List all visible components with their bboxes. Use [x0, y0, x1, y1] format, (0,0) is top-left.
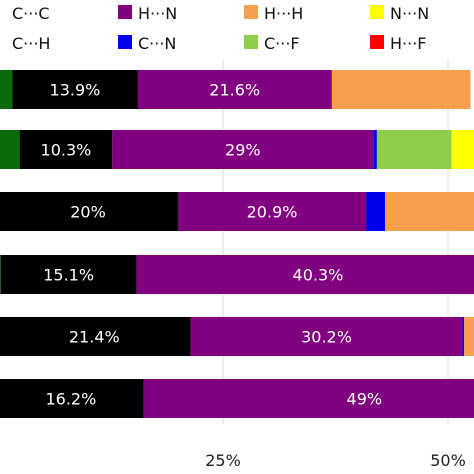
bar-value-label: 15.1%: [43, 266, 94, 285]
bars-group: [0, 70, 474, 418]
legend-item: H···N: [118, 4, 177, 23]
legend-item: H···H: [244, 4, 303, 23]
bar-value-label: 29%: [225, 141, 261, 160]
bar-segment: [137, 70, 332, 109]
bar-value-label: 13.9%: [50, 81, 101, 100]
x-axis-ticks: 25% 50%: [205, 451, 466, 470]
bar-value-label: 10.3%: [41, 141, 92, 160]
bar-value-label: 40.3%: [293, 266, 344, 285]
legend-swatch: [244, 35, 258, 49]
bar-value-label: 21.4%: [69, 328, 120, 347]
legend-item: C···H: [0, 34, 50, 53]
bar-segment: [376, 130, 452, 169]
bar-segment: [0, 192, 178, 231]
bar-value-label: 20.9%: [247, 203, 298, 222]
bar-segment: [331, 70, 471, 109]
bar-segment: [143, 379, 474, 418]
bar-segment: [0, 255, 137, 294]
bar-segment: [0, 130, 20, 169]
bar-segment: [178, 192, 367, 231]
legend-item: H···F: [370, 34, 427, 53]
bar-segment: [366, 192, 385, 231]
legend-swatch: [370, 35, 384, 49]
legend-label: C···C: [12, 4, 50, 23]
legend-swatch: [0, 34, 7, 50]
bar-segment: [385, 192, 474, 231]
legend-swatch: [370, 5, 384, 19]
bar-segment: [373, 130, 377, 169]
bar-value-label: 49%: [347, 390, 383, 409]
bar-segment: [0, 379, 144, 418]
legend-item: C···C: [0, 4, 50, 23]
bar-value-label: 20%: [70, 203, 106, 222]
bar-segment: [19, 130, 113, 169]
legend-label: C···H: [12, 34, 50, 53]
bar-segment: [190, 317, 463, 356]
x-tick-label: 50%: [430, 451, 466, 470]
grid-lines: [222, 60, 449, 424]
legend-swatch: [118, 5, 132, 19]
bar-segment: [464, 317, 474, 356]
bar-segment: [136, 255, 474, 294]
bar-segment: [0, 255, 1, 294]
bar-value-label: 30.2%: [301, 328, 352, 347]
legend-item: C···N: [118, 34, 176, 53]
bar-value-label: 21.6%: [209, 81, 260, 100]
bar-segment: [451, 130, 474, 169]
bar-segment: [0, 317, 191, 356]
legend-swatch: [118, 35, 132, 49]
legend-label: C···N: [138, 34, 176, 53]
legend-label: H···H: [264, 4, 303, 23]
legend-label: H···F: [390, 34, 427, 53]
bar-segment: [462, 317, 465, 356]
bar-segment: [12, 70, 138, 109]
bar-labels-group: 13.9% 21.6% 10.3% 29% 20% 20.9% 15.1% 40.3% 21.4…: [41, 81, 383, 409]
legend-label: N···N: [390, 4, 429, 23]
legend-label: C···F: [264, 34, 300, 53]
legend-label: H···N: [138, 4, 177, 23]
legend-swatch: [0, 4, 7, 20]
x-tick-label: 25%: [205, 451, 241, 470]
bar-segment: [112, 130, 374, 169]
bar-segment: [0, 70, 13, 109]
bar-value-label: 16.2%: [45, 390, 96, 409]
legend-item: N···N: [370, 4, 429, 23]
legend-item: C···F: [244, 34, 300, 53]
legend: C···C H···N H···H N···N C···H C···N C···F H···F: [0, 4, 429, 53]
legend-swatch: [244, 5, 258, 19]
